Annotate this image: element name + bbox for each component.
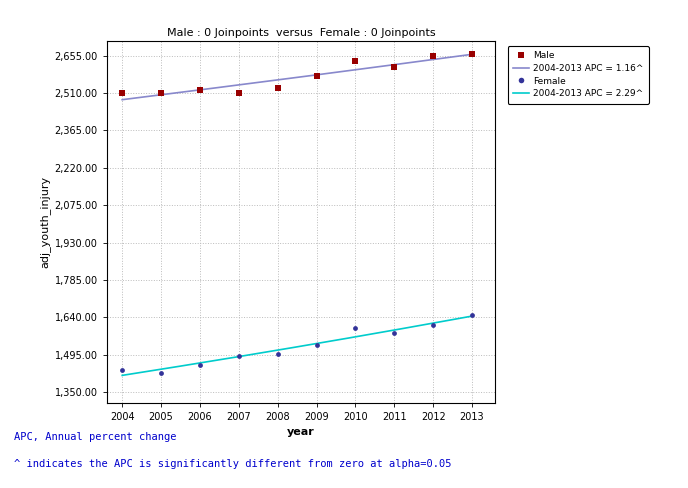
Point [117, 366, 128, 374]
Point [117, 89, 128, 97]
Point [389, 329, 400, 337]
Point [350, 324, 361, 332]
Point [155, 369, 166, 377]
Point [311, 72, 322, 80]
Point [350, 57, 361, 65]
Text: ^ indicates the APC is significantly different from zero at alpha=0.05: ^ indicates the APC is significantly dif… [14, 459, 451, 468]
Point [428, 52, 439, 60]
Point [272, 84, 283, 92]
Point [195, 361, 206, 369]
Point [195, 86, 206, 94]
Point [233, 352, 244, 360]
Point [311, 341, 322, 348]
X-axis label: year: year [287, 427, 315, 437]
Point [428, 321, 439, 329]
Point [466, 311, 477, 319]
Point [233, 89, 244, 97]
Point [466, 50, 477, 58]
Point [155, 89, 166, 97]
Y-axis label: adj_youth_injury: adj_youth_injury [39, 176, 50, 268]
Text: APC, Annual percent change: APC, Annual percent change [14, 432, 176, 442]
Legend: Male, 2004-2013 APC = 1.16^, Female, 2004-2013 APC = 2.29^: Male, 2004-2013 APC = 1.16^, Female, 200… [508, 46, 649, 103]
Title: Male : 0 Joinpoints  versus  Female : 0 Joinpoints: Male : 0 Joinpoints versus Female : 0 Jo… [166, 28, 436, 38]
Point [272, 350, 283, 358]
Point [389, 63, 400, 71]
